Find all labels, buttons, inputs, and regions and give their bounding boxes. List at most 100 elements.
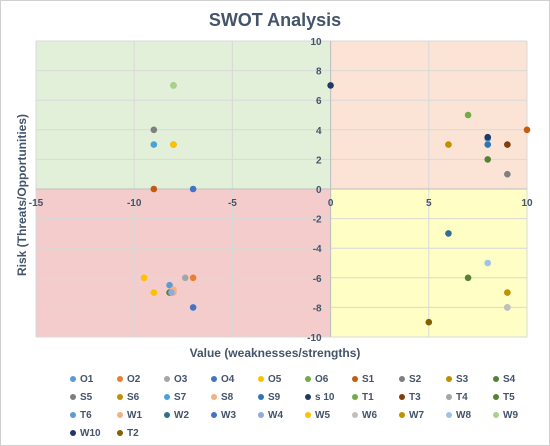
legend-label: T3: [409, 391, 421, 403]
quadrant-top-left: [36, 41, 331, 189]
legend-label: O5: [268, 373, 282, 385]
legend-swatch: [399, 394, 405, 400]
legend-label: O1: [80, 373, 94, 385]
legend-label: W2: [174, 409, 189, 421]
legend-item: S3: [446, 372, 493, 386]
y-tick-label: 4: [316, 126, 322, 137]
data-point: [504, 304, 511, 311]
legend-item: T5: [493, 390, 540, 404]
legend-swatch: [70, 394, 76, 400]
legend-item: S5: [70, 390, 117, 404]
legend-swatch: [164, 394, 170, 400]
data-point: [484, 259, 492, 267]
data-point: [484, 156, 492, 163]
data-point: [189, 185, 197, 193]
legend-swatch: [352, 412, 358, 418]
legend-item: W9: [493, 408, 540, 422]
legend-item: T3: [399, 390, 446, 404]
legend-swatch: [305, 412, 311, 418]
y-tick-label: -4: [313, 244, 322, 255]
legend-label: W5: [315, 409, 330, 421]
legend-swatch: [305, 394, 311, 400]
legend-item: S6: [117, 390, 164, 404]
data-point: [504, 141, 511, 148]
legend-item: W8: [446, 408, 493, 422]
x-tick-label: 5: [426, 198, 432, 209]
data-point: [189, 304, 197, 311]
data-point: [170, 82, 177, 89]
legend-swatch: [352, 376, 358, 382]
legend-label: W3: [221, 409, 236, 421]
legend-item: W1: [117, 408, 164, 422]
legend-swatch: [399, 412, 405, 418]
data-point: [150, 141, 158, 148]
legend-item: S2: [399, 372, 446, 386]
y-tick-label: 10: [310, 37, 322, 48]
data-point: [484, 133, 492, 141]
data-point: [464, 111, 472, 119]
legend-label: W1: [127, 409, 142, 421]
legend-swatch: [258, 412, 264, 418]
data-point: [484, 141, 492, 148]
y-tick-label: -10: [307, 333, 322, 344]
legend-label: W8: [456, 409, 471, 421]
legend-label: W4: [268, 409, 283, 421]
legend-swatch: [493, 376, 499, 382]
legend-label: W9: [503, 409, 518, 421]
legend-item: O1: [70, 372, 117, 386]
legend-label: O3: [174, 373, 188, 385]
legend-label: S5: [80, 391, 93, 403]
legend-swatch: [352, 394, 358, 400]
data-point: [523, 126, 531, 134]
legend-label: W6: [362, 409, 377, 421]
legend-label: T6: [80, 409, 92, 421]
x-tick-label: 10: [521, 198, 533, 209]
data-point: [181, 274, 189, 282]
legend-swatch: [399, 376, 405, 382]
data-point: [504, 170, 511, 178]
legend-item: S9: [258, 390, 305, 404]
y-tick-label: -2: [313, 215, 322, 226]
legend-swatch: [258, 394, 264, 400]
legend-item: O5: [258, 372, 305, 386]
legend-item: S8: [211, 390, 258, 404]
data-point: [425, 318, 433, 326]
data-point: [150, 289, 158, 296]
legend-swatch: [211, 412, 217, 418]
data-point: [168, 289, 175, 296]
legend-label: T2: [127, 427, 139, 439]
data-point: [166, 281, 173, 289]
legend-item: W10: [70, 426, 117, 440]
legend-swatch: [446, 376, 452, 382]
legend-label: S7: [174, 391, 187, 403]
legend-item: S7: [164, 390, 211, 404]
legend-label: S1: [362, 373, 375, 385]
legend-label: S9: [268, 391, 281, 403]
legend-swatch: [211, 394, 217, 400]
legend-swatch: [70, 412, 76, 418]
legend-item: W6: [352, 408, 399, 422]
legend-swatch: [117, 430, 123, 436]
legend-label: O2: [127, 373, 141, 385]
data-point: [189, 274, 197, 282]
x-tick-label: -15: [29, 198, 44, 209]
legend-item: S4: [493, 372, 540, 386]
chart-title: SWOT Analysis: [208, 10, 342, 30]
data-point: [150, 126, 158, 134]
legend-swatch: [446, 412, 452, 418]
legend-label: S4: [503, 373, 516, 385]
legend-label: S2: [409, 373, 422, 385]
legend-item: W4: [258, 408, 305, 422]
legend-label: T1: [362, 391, 374, 403]
legend-label: T4: [456, 391, 468, 403]
legend-swatch: [211, 376, 217, 382]
legend-swatch: [117, 394, 123, 400]
legend-item: T6: [70, 408, 117, 422]
data-point: [170, 141, 177, 148]
legend-label: T5: [503, 391, 515, 403]
legend-item: W5: [305, 408, 352, 422]
legend-label: S8: [221, 391, 234, 403]
legend-item: O6: [305, 372, 352, 386]
legend-swatch: [117, 412, 123, 418]
